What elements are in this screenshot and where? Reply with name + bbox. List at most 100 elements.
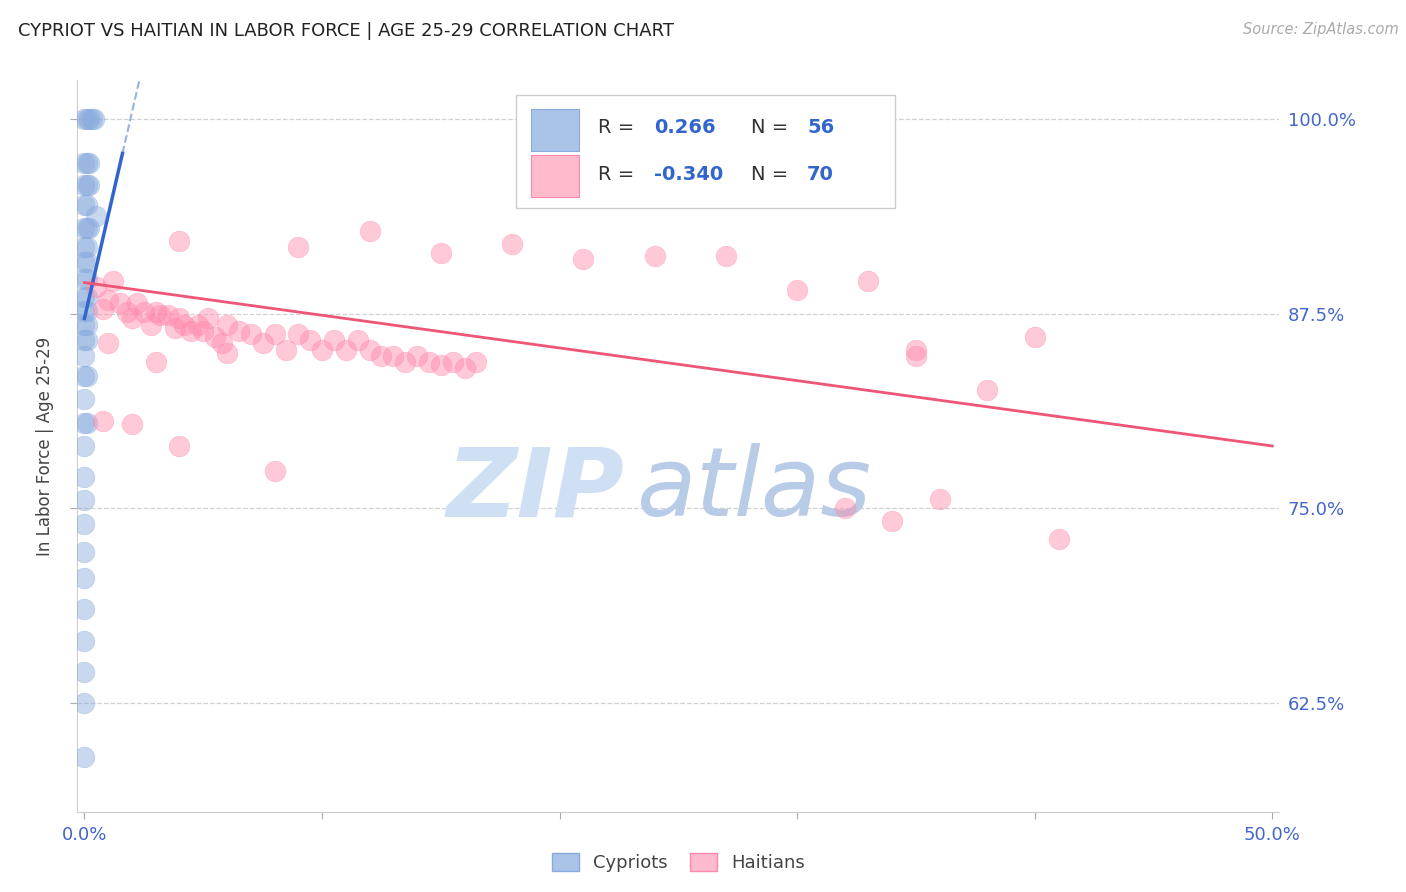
Point [125, 295, 148, 310]
Bar [530, 109, 579, 152]
Point [382, 349, 405, 363]
Text: R =: R = [598, 119, 634, 137]
Point [335, 343, 357, 357]
Point [97, 336, 120, 351]
Point [76, 416, 98, 430]
Point [73, 516, 96, 531]
Point [73, 665, 96, 679]
Point [180, 324, 202, 338]
Point [406, 349, 429, 363]
Point [359, 224, 381, 238]
Point [228, 324, 250, 338]
Point [76, 240, 98, 254]
Text: 70: 70 [807, 165, 834, 184]
Text: CYPRIOT VS HAITIAN IN LABOR FORCE | AGE 25-29 CORRELATION CHART: CYPRIOT VS HAITIAN IN LABOR FORCE | AGE … [18, 22, 675, 40]
Point [76, 221, 98, 235]
Point [73, 221, 96, 235]
Point [108, 295, 131, 310]
Point [441, 355, 464, 369]
Point [299, 333, 322, 347]
Text: R =: R = [598, 165, 634, 184]
Point [287, 326, 309, 341]
Point [904, 349, 927, 363]
Point [76, 155, 98, 169]
Point [93, 414, 115, 428]
Point [77, 221, 100, 235]
Point [263, 326, 285, 341]
Text: 56: 56 [807, 119, 834, 137]
Point [145, 355, 167, 369]
Point [76, 333, 98, 347]
Point [73, 272, 96, 286]
Point [156, 308, 179, 322]
Point [187, 318, 209, 332]
Text: 0.266: 0.266 [654, 119, 716, 137]
Point [76, 303, 98, 318]
Point [115, 305, 138, 319]
Point [77, 155, 100, 169]
Point [976, 383, 998, 397]
Point [904, 343, 927, 357]
Point [73, 696, 96, 710]
Point [76, 255, 98, 269]
Point [93, 301, 115, 316]
Point [163, 320, 186, 334]
Point [465, 355, 488, 369]
Point [204, 330, 226, 344]
Point [73, 112, 96, 127]
Point [73, 198, 96, 212]
Point [73, 255, 96, 269]
Point [73, 545, 96, 559]
Point [73, 349, 96, 363]
Point [76, 198, 98, 212]
Point [169, 311, 191, 326]
Point [263, 464, 285, 478]
Point [169, 234, 191, 248]
FancyBboxPatch shape [516, 95, 894, 209]
Point [73, 416, 96, 430]
Point [359, 343, 381, 357]
Point [76, 272, 98, 286]
Point [121, 311, 143, 326]
Point [73, 303, 96, 318]
Point [73, 178, 96, 192]
Point [430, 358, 453, 372]
Point [73, 571, 96, 585]
Point [287, 240, 309, 254]
Point [73, 333, 96, 347]
Point [73, 602, 96, 616]
Point [73, 750, 96, 764]
Point [501, 236, 523, 251]
Point [173, 318, 195, 332]
Point [76, 318, 98, 332]
Point [239, 326, 262, 341]
Point [169, 439, 191, 453]
Point [714, 249, 737, 263]
Point [1047, 533, 1070, 547]
Point [132, 305, 155, 319]
Point [572, 252, 595, 267]
Point [370, 349, 392, 363]
Point [1024, 330, 1046, 344]
Point [76, 290, 98, 304]
Point [80, 112, 103, 127]
Point [215, 318, 238, 332]
Point [121, 417, 143, 432]
Point [76, 178, 98, 192]
Point [76, 368, 98, 383]
Point [73, 155, 96, 169]
Point [86, 209, 108, 223]
Text: -0.340: -0.340 [654, 165, 724, 184]
Point [453, 361, 475, 376]
Text: Source: ZipAtlas.com: Source: ZipAtlas.com [1243, 22, 1399, 37]
Bar [530, 155, 579, 197]
Point [786, 284, 808, 298]
Text: atlas: atlas [637, 443, 872, 536]
Point [193, 324, 215, 338]
Point [430, 246, 453, 260]
Point [101, 274, 124, 288]
Point [928, 491, 950, 506]
Point [77, 112, 100, 127]
Point [211, 336, 233, 351]
Text: N =: N = [751, 165, 787, 184]
